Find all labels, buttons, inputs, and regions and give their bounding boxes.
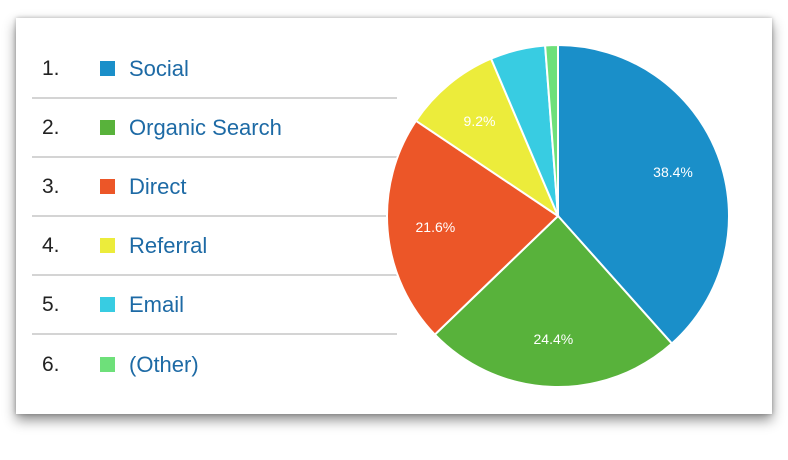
legend-rank: 3. [42, 174, 60, 198]
legend-item[interactable]: 2. Organic Search [32, 99, 397, 158]
legend-label[interactable]: Organic Search [129, 114, 282, 140]
legend-item[interactable]: 6. (Other) [32, 335, 397, 394]
legend-item[interactable]: 5. Email [32, 276, 397, 335]
legend-item[interactable]: 4. Referral [32, 217, 397, 276]
legend-item[interactable]: 3. Direct [32, 158, 397, 217]
legend-rank: 2. [42, 115, 60, 139]
slice-data-label: 21.6% [416, 219, 456, 235]
legend-swatch [100, 357, 115, 372]
pie-slice-organic-search[interactable] [433, 214, 674, 388]
legend-rank: 4. [42, 233, 60, 257]
legend: 1. Social 2. Organic Search 3. Direct 4. Ref… [32, 40, 397, 394]
legend-label[interactable]: Direct [129, 173, 187, 199]
legend-rank: 5. [42, 292, 60, 316]
legend-label[interactable]: Email [129, 291, 185, 317]
slice-data-label: 9.2% [464, 113, 496, 129]
legend-swatch [100, 61, 115, 76]
slice-data-label: 38.4% [653, 164, 693, 180]
legend-swatch [100, 120, 115, 135]
legend-swatch [100, 179, 115, 194]
legend-label[interactable]: (Other) [129, 351, 199, 377]
legend-swatch [100, 238, 115, 253]
legend-swatch [100, 297, 115, 312]
legend-item[interactable]: 1. Social [32, 40, 397, 99]
legend-rank: 1. [42, 56, 60, 80]
legend-label[interactable]: Referral [129, 232, 208, 258]
pie-slice-direct[interactable] [386, 119, 560, 337]
slice-data-label: 24.4% [534, 331, 574, 347]
pie-slice-referral[interactable] [414, 57, 561, 219]
legend-label[interactable]: Social [129, 55, 189, 81]
pie-slice-social[interactable] [557, 43, 730, 345]
pie-slice-other[interactable] [544, 43, 559, 217]
legend-rank: 6. [42, 352, 60, 376]
